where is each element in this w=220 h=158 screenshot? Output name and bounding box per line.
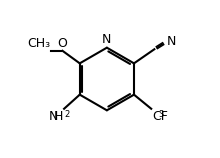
Text: CH₃: CH₃: [27, 36, 50, 50]
Text: N: N: [49, 109, 59, 123]
Text: 3: 3: [158, 110, 164, 119]
Text: N: N: [102, 33, 112, 46]
Text: CF: CF: [152, 109, 168, 123]
Text: H: H: [54, 109, 63, 123]
Text: 2: 2: [64, 110, 70, 119]
Text: N: N: [166, 35, 176, 48]
Text: O: O: [58, 36, 68, 50]
